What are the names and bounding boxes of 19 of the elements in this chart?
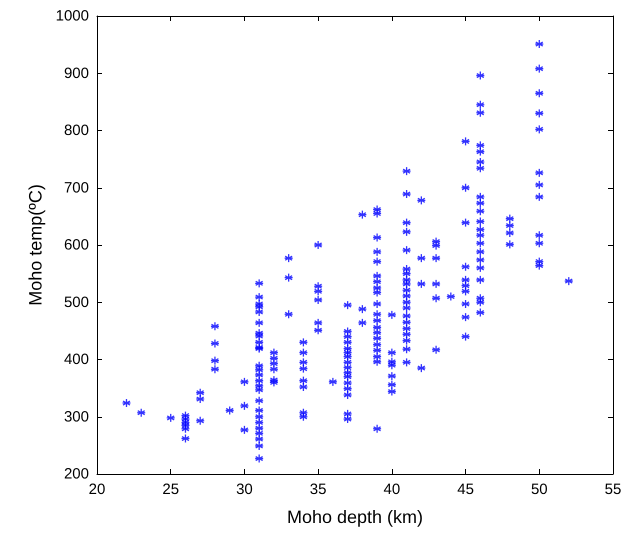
y-tick-label: 900 (64, 64, 89, 82)
x-tick-label: 50 (530, 481, 548, 498)
x-axis-title: Moho depth (km) (286, 507, 424, 527)
x-tick-label: 35 (310, 481, 326, 498)
y-axis-title: Moho temp(ºC) (26, 184, 46, 306)
y-tick-label: 500 (64, 294, 89, 311)
y-tick-label: 400 (64, 351, 89, 368)
x-tick-label: 25 (162, 481, 180, 498)
y-tick-label: 1000 (56, 8, 89, 24)
x-tick-label: 20 (88, 481, 106, 498)
x-tick-label: 40 (384, 481, 400, 498)
y-tick-label: 800 (64, 122, 89, 139)
x-tick-label: 45 (457, 481, 474, 498)
x-tick-label: 30 (236, 481, 253, 498)
y-tick-label: 300 (64, 408, 89, 426)
x-tick-label: 55 (604, 481, 622, 498)
y-tick-label: 200 (64, 466, 89, 482)
y-tick-label: 600 (64, 236, 89, 254)
y-tick-label: 700 (64, 179, 89, 196)
